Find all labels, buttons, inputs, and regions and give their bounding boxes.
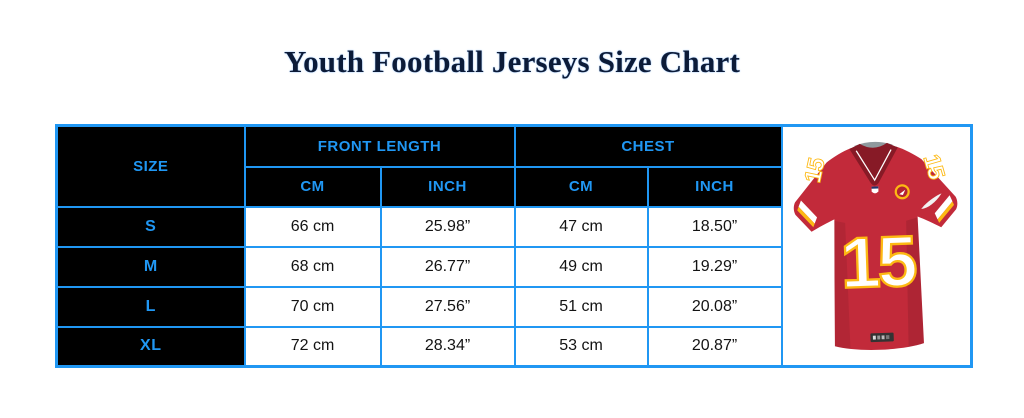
- sleeve-stripe-white-right: [934, 195, 952, 220]
- jocktag: [869, 332, 894, 343]
- column-header-chest: CHEST: [513, 124, 783, 168]
- jersey-image: 15 15 15: [783, 129, 969, 363]
- column-header-front-length: FRONT LENGTH: [243, 124, 516, 168]
- jersey-chest-number: 15: [839, 221, 917, 304]
- front-length-cm-value: 72 cm: [243, 325, 382, 368]
- front-length-inch-value: 26.77”: [379, 245, 516, 288]
- size-chart-table: SIZE FRONT LENGTH CHEST: [55, 124, 973, 368]
- header-row-groups: SIZE FRONT LENGTH CHEST: [55, 124, 973, 368]
- column-header-size: SIZE: [55, 124, 246, 208]
- sleeve-stripe-gold-left: [796, 206, 815, 228]
- chest-inch-value: 18.50”: [646, 205, 783, 248]
- chest-inch-value: 20.08”: [646, 285, 783, 328]
- table-row-m: M 68 cm 26.77” 49 cm 19.29”: [55, 245, 972, 288]
- unit-header-front-inch: INCH: [379, 165, 516, 208]
- unit-header-front-cm: CM: [243, 165, 382, 208]
- nfl-shield-icon: [871, 186, 878, 194]
- size-label: L: [55, 285, 246, 328]
- jersey-collar: [848, 142, 898, 186]
- table-row-xl: XL 72 cm 28.34” 53 cm 20.87”: [55, 325, 972, 368]
- swoosh-icon: [920, 193, 942, 210]
- page-title: Youth Football Jerseys Size Chart: [283, 44, 741, 79]
- front-length-cm-value: 70 cm: [243, 285, 382, 328]
- chest-inch-value: 20.87”: [646, 325, 783, 368]
- unit-header-chest-cm: CM: [513, 165, 649, 208]
- chest-cm-value: 53 cm: [513, 325, 649, 368]
- sleeve-stripe-gold-right: [937, 201, 954, 223]
- sleeve-stripe-white-left: [798, 200, 817, 224]
- front-length-cm-value: 68 cm: [243, 245, 382, 288]
- front-length-inch-value: 25.98”: [379, 205, 516, 248]
- unit-header-chest-inch: INCH: [646, 165, 783, 208]
- size-label: XL: [55, 325, 246, 368]
- team-patch-icon: [894, 184, 910, 200]
- chest-cm-value: 51 cm: [513, 285, 649, 328]
- front-length-inch-value: 27.56”: [379, 285, 516, 328]
- table-row-l: L 70 cm 27.56” 51 cm 20.08”: [55, 285, 972, 328]
- jersey-image-cell: 15 15 15: [780, 124, 973, 368]
- jersey-illustration: 15 15 15: [793, 141, 957, 350]
- table-row-s: S 66 cm 25.98” 47 cm 18.50”: [55, 205, 972, 248]
- size-label: S: [55, 205, 246, 248]
- chest-cm-value: 47 cm: [513, 205, 649, 248]
- front-length-cm-value: 66 cm: [243, 205, 382, 248]
- size-label: M: [55, 245, 246, 288]
- chest-cm-value: 49 cm: [513, 245, 649, 288]
- jersey-shoulder-number-left: 15: [799, 155, 830, 185]
- front-length-inch-value: 28.34”: [379, 325, 516, 368]
- header-row-units: CM INCH CM INCH: [57, 165, 972, 208]
- jersey-body: [793, 146, 957, 350]
- chest-inch-value: 19.29”: [646, 245, 783, 288]
